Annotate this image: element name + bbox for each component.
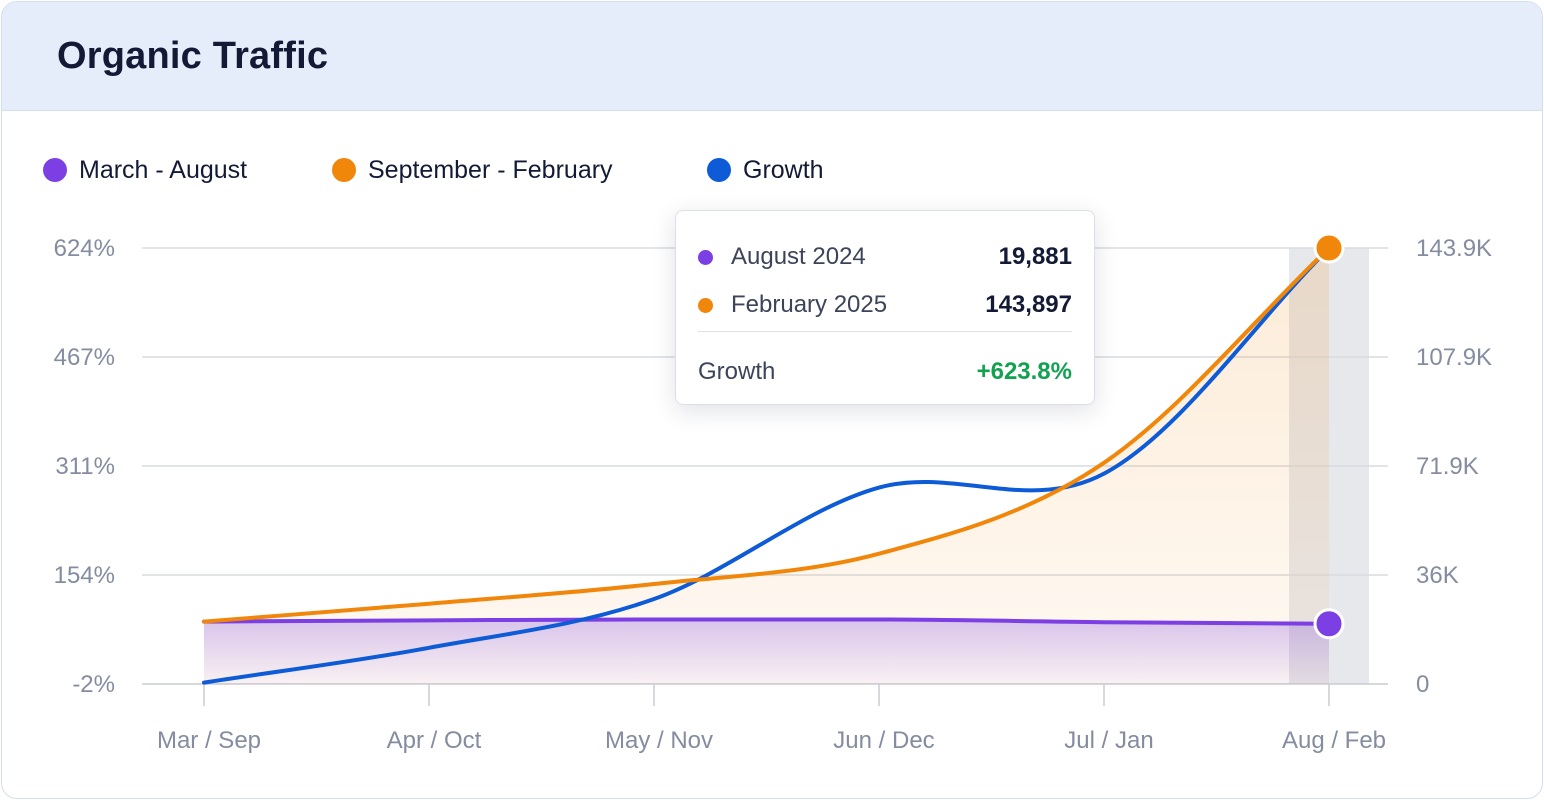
y-left-tick-label: 154% bbox=[54, 562, 115, 589]
x-tick-label: Aug / Feb bbox=[1282, 727, 1386, 754]
growth-line bbox=[202, 246, 1331, 685]
march-august-point-marker bbox=[1313, 608, 1345, 640]
y-left-tick-label: -2% bbox=[72, 671, 115, 698]
tooltip-label: February 2025 bbox=[731, 291, 888, 318]
legend-label: Growth bbox=[743, 155, 824, 184]
card-header: Organic Traffic bbox=[2, 2, 1542, 111]
legend-item-september-february[interactable]: September - February bbox=[332, 154, 613, 186]
y-right-tick-label: 143.9K bbox=[1416, 235, 1492, 262]
tooltip-dot-icon bbox=[698, 297, 713, 313]
legend-dot-icon bbox=[43, 158, 67, 182]
march-august-line bbox=[202, 617, 1331, 626]
tooltip-label: August 2024 bbox=[731, 243, 866, 270]
tooltip-growth-value: +623.8% bbox=[976, 358, 1072, 385]
tooltip-row-august-2024: August 2024 19,881 bbox=[698, 242, 1072, 272]
tooltip-row-growth: Growth +623.8% bbox=[698, 357, 1072, 387]
legend-label: September - February bbox=[368, 155, 613, 184]
y-right-tick-label: 0 bbox=[1416, 671, 1429, 698]
x-tick-label: Jul / Jan bbox=[1064, 727, 1153, 754]
september-february-area bbox=[204, 248, 1329, 684]
legend-label: March - August bbox=[79, 155, 248, 184]
tooltip-growth-label: Growth bbox=[698, 358, 776, 385]
chart-tooltip: August 2024 19,881 February 2025 143,897… bbox=[675, 210, 1095, 405]
x-tick-label: Mar / Sep bbox=[157, 727, 261, 754]
y-right-tick-label: 36K bbox=[1416, 562, 1459, 589]
tooltip-divider bbox=[698, 331, 1072, 332]
y-left-tick-label: 311% bbox=[55, 453, 115, 480]
tooltip-dot-icon bbox=[698, 249, 713, 265]
legend-item-march-august[interactable]: March - August bbox=[43, 154, 247, 186]
march-august-area bbox=[204, 619, 1329, 684]
card-title: Organic Traffic bbox=[57, 35, 329, 77]
legend-dot-icon bbox=[332, 158, 356, 182]
september-february-point-marker bbox=[1313, 232, 1345, 264]
y-right-tick-label: 71.9K bbox=[1416, 453, 1479, 480]
legend-item-growth[interactable]: Growth bbox=[707, 154, 824, 186]
september-february-line bbox=[202, 246, 1331, 624]
y-right-tick-label: 107.9K bbox=[1416, 344, 1492, 371]
legend-dot-icon bbox=[707, 158, 731, 182]
y-left-tick-label: 624% bbox=[54, 235, 115, 262]
x-tick-label: Jun / Dec bbox=[833, 727, 934, 754]
tooltip-row-february-2025: February 2025 143,897 bbox=[698, 290, 1072, 320]
tooltip-value: 143,897 bbox=[985, 291, 1072, 318]
x-tick-label: May / Nov bbox=[605, 727, 713, 754]
y-left-tick-label: 467% bbox=[54, 344, 115, 371]
tooltip-value: 19,881 bbox=[998, 243, 1072, 270]
x-tick-label: Apr / Oct bbox=[387, 727, 482, 754]
